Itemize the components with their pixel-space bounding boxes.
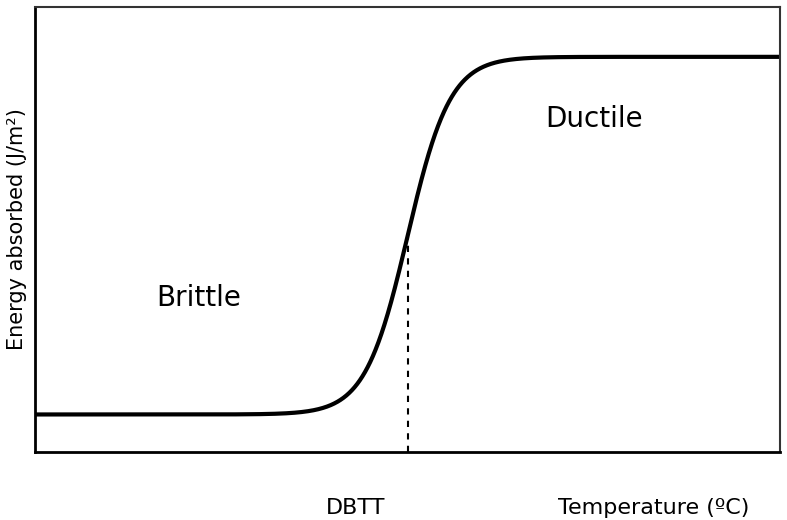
Text: Ductile: Ductile [545,105,643,133]
Text: Brittle: Brittle [157,284,242,312]
Text: DBTT: DBTT [326,498,386,517]
Y-axis label: Energy absorbed (J/m²): Energy absorbed (J/m²) [7,109,27,350]
Text: Temperature (ºC): Temperature (ºC) [558,498,749,517]
